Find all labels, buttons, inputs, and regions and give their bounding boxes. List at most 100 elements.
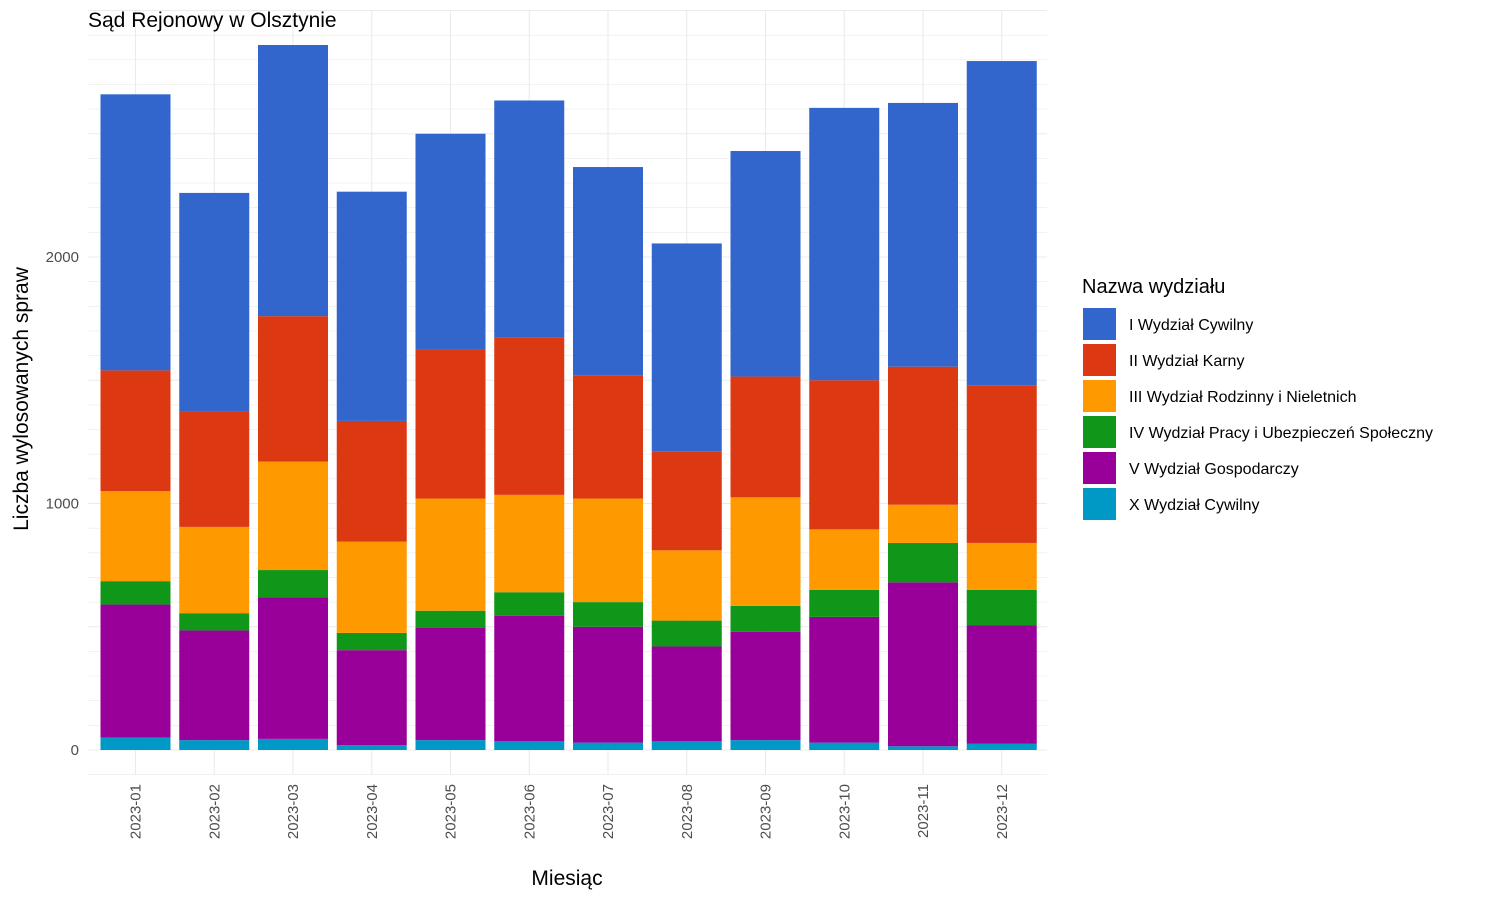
x-tick-label: 2023-09 xyxy=(758,784,775,839)
x-tick-label: 2023-05 xyxy=(443,784,460,839)
bar-segment xyxy=(730,497,801,606)
x-tick-label: 2023-11 xyxy=(915,784,932,838)
x-tick-label: 2023-01 xyxy=(128,784,145,839)
bar-segment xyxy=(415,740,486,750)
legend: Nazwa wydziału I Wydział Cywilny II Wydzi… xyxy=(1082,276,1433,520)
bar-segment xyxy=(258,45,328,317)
legend-label: II Wydział Karny xyxy=(1129,353,1244,370)
bar-segment xyxy=(415,349,486,499)
bar-segment xyxy=(179,411,250,527)
x-tick-label: 2023-12 xyxy=(994,784,1011,839)
bars xyxy=(100,45,1037,750)
bar-segment xyxy=(888,542,958,583)
bar-segment xyxy=(494,337,565,495)
bar-segment xyxy=(809,107,880,381)
bar-segment xyxy=(809,380,880,530)
legend-label: X Wydział Cywilny xyxy=(1129,497,1260,514)
bar-segment xyxy=(494,741,565,750)
x-tick-label: 2023-03 xyxy=(285,784,302,839)
x-axis-title: Miesiąc xyxy=(531,867,602,890)
bar-segment xyxy=(730,376,801,498)
bar-segment xyxy=(573,498,643,603)
bar-segment xyxy=(336,632,407,651)
y-axis-title: Liczba wylosowanych spraw xyxy=(10,266,33,531)
bar-segment xyxy=(888,366,958,505)
bar-segment xyxy=(179,630,250,741)
bar-segment xyxy=(888,102,958,367)
bar-segment xyxy=(494,615,565,742)
bar-segment xyxy=(966,743,1037,750)
legend-swatch xyxy=(1083,452,1116,484)
bar-segment xyxy=(494,494,565,593)
bar-segment xyxy=(415,133,486,350)
legend-swatch xyxy=(1083,344,1116,376)
bar-segment xyxy=(179,192,250,412)
bar-segment xyxy=(415,610,486,628)
bar-segment xyxy=(573,742,643,750)
bar-segment xyxy=(100,370,171,492)
x-tick-label: 2023-08 xyxy=(679,784,696,839)
bar-segment xyxy=(100,604,171,738)
bar-segment xyxy=(494,100,565,338)
bar-segment xyxy=(651,550,722,621)
bar-segment xyxy=(179,740,250,750)
bar-segment xyxy=(336,650,407,746)
bar-segment xyxy=(730,740,801,750)
bar-segment xyxy=(651,741,722,750)
legend-label: IV Wydział Pracy i Ubezpieczeń Społeczny xyxy=(1129,425,1433,442)
bar-segment xyxy=(336,420,407,542)
legend-swatch xyxy=(1083,416,1116,448)
bar-segment xyxy=(651,451,722,551)
bar-segment xyxy=(336,745,407,750)
bar-segment xyxy=(651,646,722,742)
bar-segment xyxy=(415,627,486,741)
bar-segment xyxy=(809,616,880,743)
x-tick-label: 2023-07 xyxy=(600,784,617,839)
x-tick-label: 2023-02 xyxy=(206,784,223,839)
bar-segment xyxy=(100,491,171,582)
bar-segment xyxy=(415,498,486,611)
bar-segment xyxy=(258,316,328,462)
y-tick-label: 1000 xyxy=(46,496,79,513)
legend-swatch xyxy=(1083,308,1116,340)
bar-segment xyxy=(494,592,565,616)
bar-segment xyxy=(258,570,328,598)
bar-segment xyxy=(809,529,880,590)
bar-segment xyxy=(179,613,250,631)
bar-segment xyxy=(573,626,643,743)
bar-segment xyxy=(730,151,801,377)
bar-segment xyxy=(100,737,171,750)
x-tick-label: 2023-06 xyxy=(521,784,538,839)
bar-segment xyxy=(258,597,328,739)
chart-title: Sąd Rejonowy w Olsztynie xyxy=(88,9,337,32)
bar-segment xyxy=(966,385,1037,543)
bar-segment xyxy=(888,582,958,747)
legend-items: I Wydział Cywilny II Wydział Karny III Wyd… xyxy=(1083,308,1433,520)
legend-label: V Wydział Gospodarczy xyxy=(1129,461,1299,478)
bar-segment xyxy=(100,581,171,605)
bar-segment xyxy=(966,542,1037,590)
bar-segment xyxy=(888,746,958,750)
bar-segment xyxy=(651,243,722,452)
bar-segment xyxy=(100,94,171,371)
bar-segment xyxy=(336,541,407,633)
bar-segment xyxy=(966,589,1037,626)
y-axis-ticks: 0 1000 2000 xyxy=(46,249,79,759)
legend-swatch xyxy=(1083,380,1116,412)
bar-segment xyxy=(179,526,250,614)
bar-segment xyxy=(258,461,328,571)
bar-segment xyxy=(730,631,801,741)
bar-segment xyxy=(573,602,643,627)
y-tick-label: 0 xyxy=(71,742,79,759)
bar-segment xyxy=(809,742,880,750)
bar-segment xyxy=(651,620,722,647)
bar-segment xyxy=(966,61,1037,386)
bar-segment xyxy=(730,605,801,632)
x-tick-label: 2023-04 xyxy=(364,784,381,839)
legend-title: Nazwa wydziału xyxy=(1082,276,1225,298)
x-axis-ticks: 2023-01 2023-02 2023-03 2023-04 2023-05 2023-… xyxy=(128,784,1011,839)
legend-label: III Wydział Rodzinny i Nieletnich xyxy=(1129,389,1357,406)
bar-segment xyxy=(258,738,328,750)
bar-segment xyxy=(966,625,1037,744)
